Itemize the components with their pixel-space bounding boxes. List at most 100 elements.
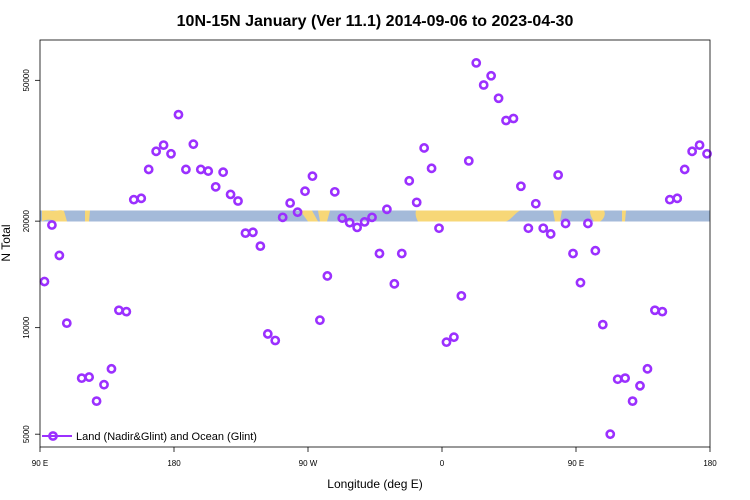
data-point bbox=[329, 186, 340, 197]
data-points bbox=[39, 58, 712, 440]
legend-label: Land (Nadir&Glint) and Ocean (Glint) bbox=[76, 431, 257, 443]
data-point bbox=[568, 248, 578, 259]
data-point bbox=[471, 58, 482, 68]
data-point bbox=[516, 181, 526, 192]
data-point bbox=[277, 212, 288, 223]
data-point bbox=[575, 277, 586, 288]
data-point bbox=[315, 315, 325, 326]
plot-area bbox=[39, 39, 712, 448]
data-point bbox=[657, 306, 668, 317]
data-point bbox=[396, 248, 407, 259]
data-point bbox=[225, 189, 236, 200]
data-point bbox=[508, 113, 519, 124]
data-point bbox=[523, 223, 534, 234]
data-point bbox=[218, 167, 229, 178]
data-point bbox=[367, 212, 377, 223]
x-tick-label: 180 bbox=[167, 459, 181, 468]
x-tick-label: 180 bbox=[703, 459, 717, 468]
data-point bbox=[322, 271, 333, 281]
x-tick-label: 90 W bbox=[299, 459, 318, 468]
data-point bbox=[54, 250, 65, 261]
legend-marker bbox=[48, 431, 58, 441]
land-mass bbox=[318, 210, 330, 222]
x-tick-label: 0 bbox=[440, 459, 445, 468]
data-point bbox=[382, 204, 392, 215]
land-mass bbox=[415, 210, 520, 222]
data-point bbox=[344, 217, 355, 228]
data-point bbox=[642, 363, 653, 374]
data-point bbox=[374, 248, 385, 259]
x-tick-label: 90 E bbox=[568, 459, 584, 468]
data-point bbox=[181, 164, 191, 175]
data-point bbox=[337, 213, 348, 223]
data-point bbox=[597, 319, 608, 330]
data-point bbox=[39, 276, 50, 287]
data-point bbox=[255, 241, 266, 252]
data-point bbox=[672, 193, 683, 204]
y-tick-label: 5000 bbox=[22, 425, 31, 443]
data-point bbox=[136, 193, 147, 204]
data-point bbox=[434, 223, 444, 234]
legend: Land (Nadir&Glint) and Ocean (Glint) bbox=[42, 431, 257, 443]
data-point bbox=[553, 170, 564, 180]
data-point bbox=[99, 379, 109, 390]
x-axis-label: Longitude (deg E) bbox=[327, 477, 422, 491]
data-point bbox=[463, 155, 474, 166]
data-point bbox=[47, 220, 57, 230]
y-axis: 5000 10000 20000 50000 bbox=[22, 69, 40, 443]
data-point bbox=[583, 218, 593, 229]
land-mass bbox=[85, 210, 90, 222]
data-point bbox=[106, 363, 117, 374]
data-point bbox=[590, 245, 601, 256]
data-point bbox=[270, 335, 281, 346]
data-point bbox=[121, 306, 132, 317]
data-point bbox=[307, 171, 318, 182]
data-point bbox=[538, 223, 549, 234]
data-point bbox=[188, 139, 199, 150]
data-point bbox=[687, 146, 698, 157]
data-point bbox=[292, 207, 303, 218]
data-point bbox=[166, 148, 176, 159]
data-point bbox=[91, 396, 102, 407]
y-tick-label: 50000 bbox=[22, 69, 31, 92]
data-point bbox=[694, 140, 705, 151]
data-point bbox=[61, 318, 72, 329]
plot-frame bbox=[39, 39, 711, 448]
data-point bbox=[702, 148, 712, 159]
data-point bbox=[411, 197, 422, 208]
data-point bbox=[478, 80, 489, 90]
data-point bbox=[426, 163, 437, 174]
data-point bbox=[627, 396, 638, 407]
land-mass bbox=[42, 210, 67, 222]
data-point bbox=[173, 109, 184, 120]
data-point bbox=[419, 143, 430, 153]
data-point bbox=[248, 227, 258, 238]
data-point bbox=[143, 164, 154, 175]
data-point bbox=[300, 186, 310, 197]
data-point bbox=[203, 166, 214, 176]
data-point bbox=[285, 198, 296, 208]
data-point bbox=[635, 380, 645, 391]
data-point bbox=[210, 181, 221, 192]
chart-title: 10N-15N January (Ver 11.1) 2014-09-06 to… bbox=[177, 13, 574, 30]
y-axis-label: N Total bbox=[0, 224, 13, 261]
land-mass bbox=[622, 210, 626, 222]
data-point bbox=[359, 217, 370, 227]
data-point bbox=[404, 175, 415, 186]
data-point bbox=[605, 429, 616, 440]
data-point bbox=[158, 140, 169, 151]
land-mass bbox=[590, 210, 605, 222]
data-point bbox=[262, 329, 273, 339]
data-point bbox=[449, 332, 459, 343]
data-point bbox=[486, 70, 497, 81]
data-point bbox=[620, 373, 631, 384]
data-point bbox=[233, 196, 243, 206]
data-point bbox=[84, 372, 95, 382]
y-tick-label: 20000 bbox=[22, 209, 31, 232]
land-mass bbox=[300, 210, 318, 222]
data-point bbox=[441, 337, 452, 348]
data-point bbox=[151, 146, 162, 157]
data-point bbox=[530, 198, 541, 209]
